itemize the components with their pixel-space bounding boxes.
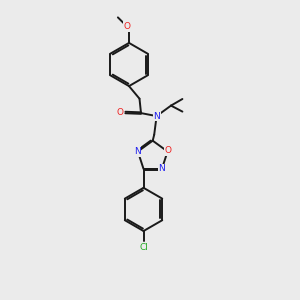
Text: Cl: Cl <box>139 243 148 252</box>
Text: N: N <box>134 147 141 156</box>
Text: O: O <box>165 146 172 155</box>
Text: O: O <box>123 22 130 31</box>
Text: O: O <box>116 108 124 117</box>
Text: N: N <box>158 164 165 173</box>
Text: N: N <box>153 112 160 121</box>
